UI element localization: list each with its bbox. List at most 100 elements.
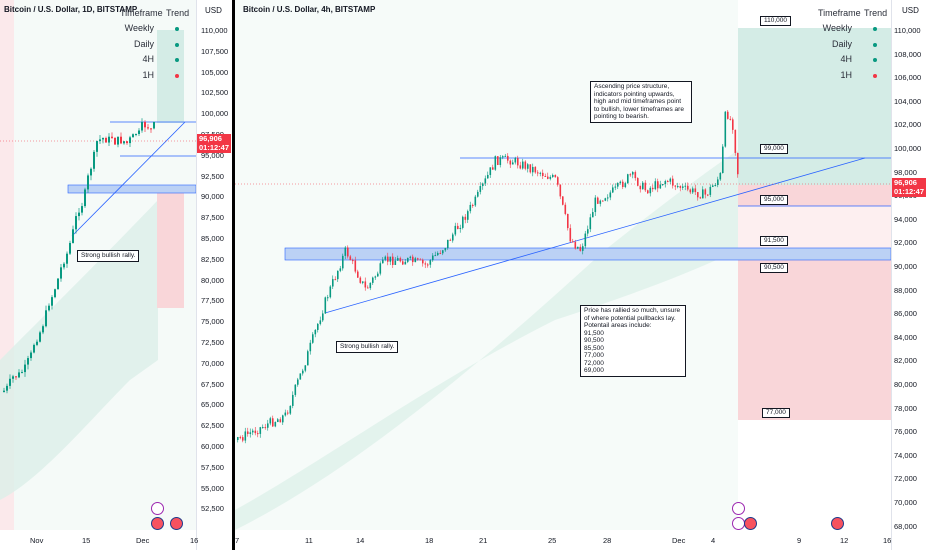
left-countdown: 01:12:47 xyxy=(199,142,230,152)
candle-body xyxy=(577,246,579,249)
price-tick-label: 90,000 xyxy=(894,262,917,271)
candle-body xyxy=(554,174,557,178)
left-us-flag-icon-2[interactable] xyxy=(170,517,183,530)
candle-body xyxy=(334,279,337,281)
trend-dot xyxy=(175,58,179,62)
candle-body xyxy=(722,146,724,174)
candle-body xyxy=(504,155,507,157)
price-tick-label: 80,000 xyxy=(201,275,224,285)
candle-body xyxy=(434,255,437,257)
candle-body xyxy=(537,172,539,174)
time-tick-label: Nov xyxy=(30,536,44,545)
left-price-axis[interactable]: USD 110,000 107,500 105,000 102,500 100,000 9… xyxy=(196,0,232,550)
right-us-flag-icon-2[interactable] xyxy=(831,517,844,530)
candle-body xyxy=(654,181,657,190)
candle-body xyxy=(457,225,459,230)
candle-body xyxy=(542,172,544,177)
left-us-flag-icon[interactable] xyxy=(151,517,164,530)
left-rally-note[interactable]: Strong bullish rally. xyxy=(77,250,140,262)
price-tick-label: 92,500 xyxy=(201,171,224,181)
price-tick-label: 100,000 xyxy=(894,144,922,153)
candle-body xyxy=(512,162,514,165)
pullback-note[interactable]: Price has rallied so much, unsure of whe… xyxy=(580,305,686,377)
candle-body xyxy=(21,372,23,374)
right-rally-note[interactable]: Strong bullish rally. xyxy=(336,341,399,353)
candle-body xyxy=(63,263,65,268)
candle-body xyxy=(18,372,20,378)
left-plus-icon[interactable] xyxy=(151,502,164,515)
candle-body xyxy=(529,164,532,173)
trend-header-timeframe: Timeframe xyxy=(818,8,861,18)
candle-body xyxy=(262,427,264,429)
candle-body xyxy=(514,158,517,163)
candle-body xyxy=(264,427,267,429)
candle-body xyxy=(612,187,614,193)
price-tick-label: 77,500 xyxy=(201,296,224,306)
price-tick-label: 98,000 xyxy=(894,167,917,177)
price-tick-label: 67,500 xyxy=(201,379,224,389)
candle-body xyxy=(277,419,279,423)
candle-body xyxy=(409,256,412,258)
candle-body xyxy=(347,247,349,257)
left-chart-canvas[interactable] xyxy=(0,0,232,550)
level-91500-label[interactable]: 91,500 xyxy=(760,236,788,246)
candle-body xyxy=(362,281,364,283)
candle-body xyxy=(567,213,569,229)
time-tick-label: Dec xyxy=(136,536,150,545)
price-tick-label: 105,000 xyxy=(201,67,229,77)
right-plus-icon[interactable] xyxy=(732,502,745,515)
candle-body xyxy=(447,239,449,249)
candle-body xyxy=(472,204,474,206)
left-chart-pane[interactable]: Bitcoin / U.S. Dollar, 1D, BITSTAMP Time… xyxy=(0,0,232,550)
candle-body xyxy=(9,378,11,386)
candle-body xyxy=(444,248,447,251)
candle-body xyxy=(674,185,677,187)
candle-body xyxy=(352,260,354,262)
right-countdown: 01:12:47 xyxy=(894,186,925,196)
time-tick-label: 7 xyxy=(235,536,240,545)
level-77000-label[interactable]: 77,000 xyxy=(762,408,790,418)
candle-body xyxy=(694,188,697,193)
candle-body xyxy=(644,182,647,191)
trend-dot xyxy=(873,58,877,62)
candle-body xyxy=(307,351,309,366)
candle-body xyxy=(587,229,589,234)
candle-body xyxy=(562,196,564,205)
trend-row-label: 1H xyxy=(142,70,154,80)
candle-body xyxy=(87,175,89,190)
candle-body xyxy=(267,423,269,428)
candle-body xyxy=(664,181,667,185)
right-us-flag-icon[interactable] xyxy=(744,517,757,530)
time-tick-label: 9 xyxy=(797,536,802,545)
price-tick-label: 106,000 xyxy=(894,73,922,83)
candle-body xyxy=(102,137,104,140)
candle-body xyxy=(93,151,95,169)
level-95000-label[interactable]: 95,000 xyxy=(760,195,788,205)
candle-body xyxy=(414,258,417,263)
right-chart-pane[interactable]: Bitcoin / U.S. Dollar, 4h, BITSTAMP Time… xyxy=(235,0,932,550)
candle-body xyxy=(309,342,312,352)
price-tick-label: 102,000 xyxy=(894,120,922,130)
candle-body xyxy=(564,204,567,214)
candle-body xyxy=(582,246,584,251)
level-110000-label[interactable]: 110,000 xyxy=(760,16,792,26)
price-tick-label: 72,500 xyxy=(201,338,224,347)
candle-body xyxy=(502,156,504,158)
right-price-axis[interactable]: USD 110,000 108,000 106,000 104,000 102,000 1… xyxy=(891,0,932,550)
candle-body xyxy=(607,197,609,199)
candle-body xyxy=(237,437,239,440)
structure-note[interactable]: Ascending price structure, indicators po… xyxy=(590,81,692,123)
level-99000-label[interactable]: 99,000 xyxy=(760,144,788,154)
candle-body xyxy=(69,242,71,254)
time-tick-label: 25 xyxy=(548,536,557,545)
candle-body xyxy=(120,136,122,144)
candle-body xyxy=(519,165,522,169)
pane-divider[interactable] xyxy=(232,0,235,550)
candle-body xyxy=(494,156,497,170)
candle-body xyxy=(552,174,554,177)
candle-body xyxy=(329,286,332,298)
price-tick-label: 92,000 xyxy=(894,238,917,248)
candle-body xyxy=(392,256,394,265)
candle-body xyxy=(682,186,684,188)
level-90500-label[interactable]: 90,500 xyxy=(760,263,788,273)
